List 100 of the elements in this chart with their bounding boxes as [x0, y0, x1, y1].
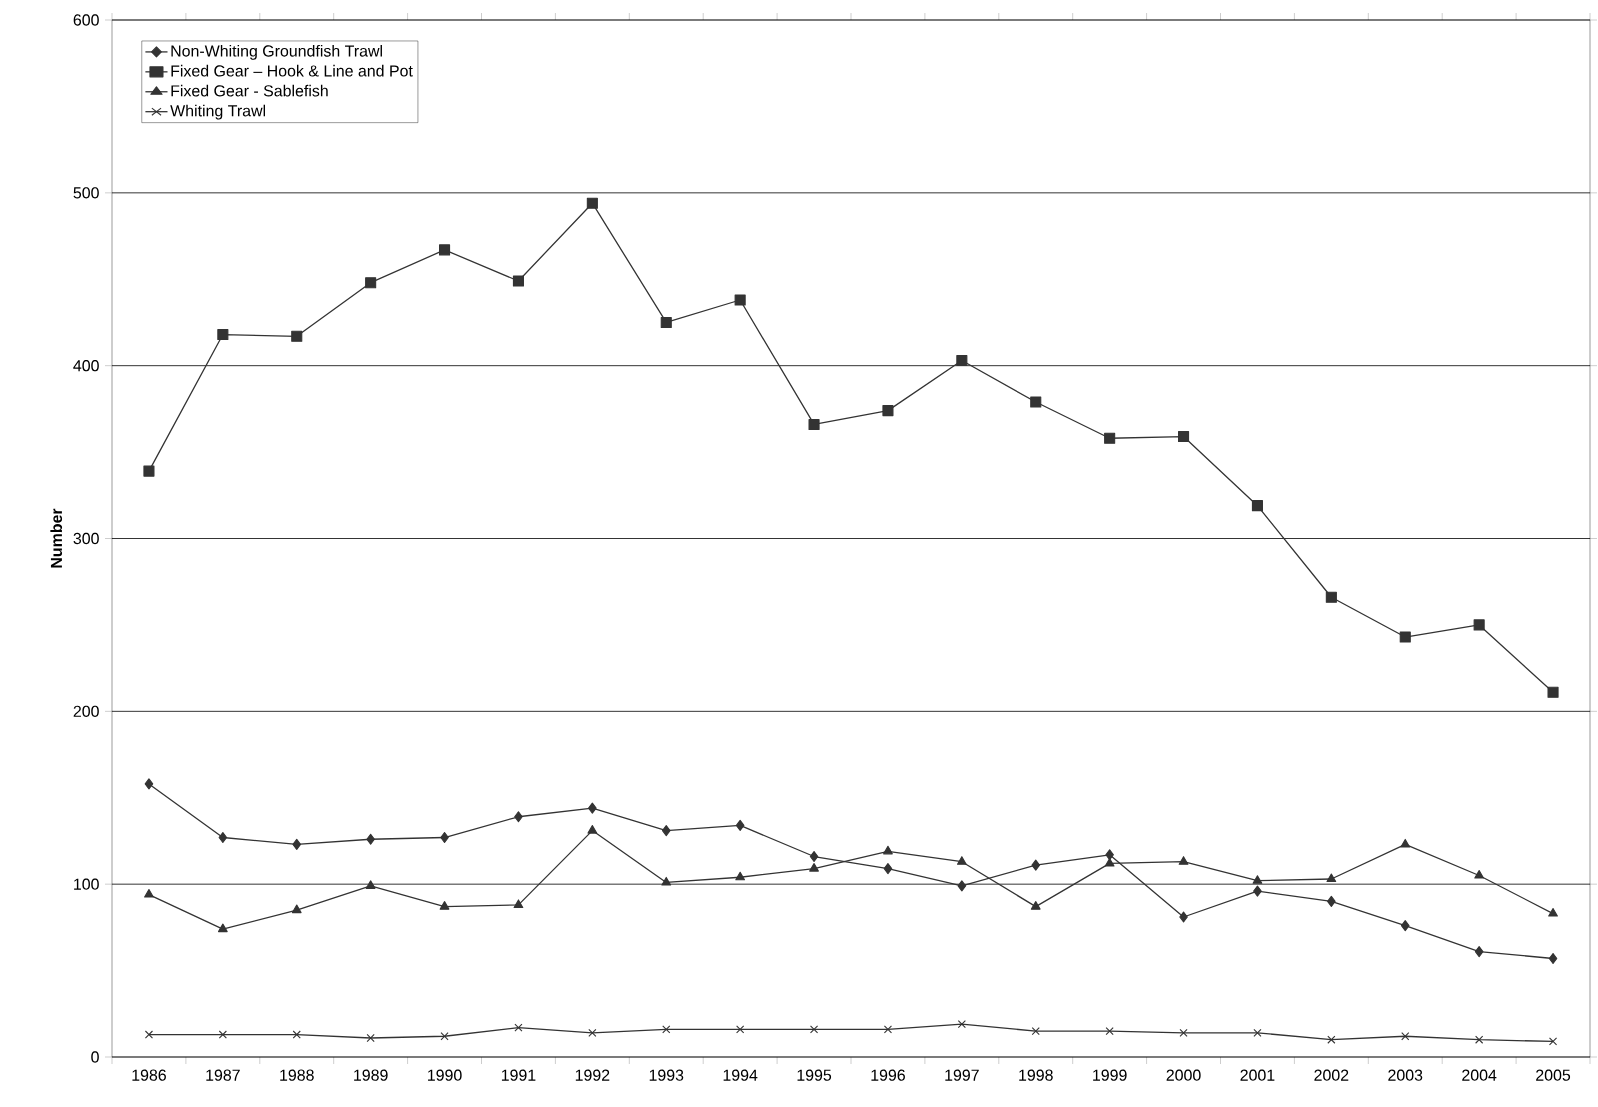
point — [217, 923, 228, 933]
point — [1104, 432, 1116, 444]
point — [1399, 631, 1411, 643]
point — [291, 904, 302, 914]
point — [291, 330, 303, 342]
point — [1105, 849, 1114, 861]
point — [1548, 1037, 1558, 1046]
point — [1327, 1035, 1336, 1044]
point — [365, 277, 377, 289]
y-tick-label: 500 — [73, 187, 99, 199]
point — [217, 329, 229, 341]
point — [366, 833, 375, 845]
point — [1475, 1035, 1484, 1044]
x-tick-label: 1992 — [575, 1069, 610, 1081]
point — [1325, 591, 1337, 603]
point — [882, 405, 894, 417]
point — [1401, 1032, 1410, 1041]
point — [439, 244, 451, 256]
point — [588, 802, 597, 814]
x-tick-label: 1993 — [649, 1069, 684, 1081]
point — [809, 863, 819, 872]
point — [1400, 920, 1410, 932]
y-tick-label: 0 — [91, 1051, 99, 1063]
x-tick-label: 2000 — [1166, 1069, 1201, 1081]
legend-label: Non-Whiting Groundfish Trawl — [171, 44, 382, 60]
legend-label: Whiting Trawl — [170, 104, 266, 120]
x-tick-label: 1991 — [501, 1069, 536, 1081]
point — [514, 1023, 523, 1032]
x-tick-label: 2004 — [1462, 1069, 1497, 1081]
point — [1547, 686, 1559, 698]
y-axis-title: Number — [50, 508, 63, 568]
point — [1253, 1028, 1262, 1037]
point — [440, 1032, 449, 1041]
point — [1030, 901, 1041, 910]
y-tick-label: 600 — [73, 14, 99, 26]
x-tick-label: 1999 — [1093, 1069, 1127, 1081]
point — [143, 465, 155, 477]
y-tick-label: 200 — [73, 705, 99, 717]
x-tick-label: 1989 — [354, 1069, 388, 1081]
point — [365, 880, 376, 889]
x-tick-label: 1988 — [280, 1069, 314, 1081]
point — [1548, 952, 1558, 965]
point — [1031, 859, 1041, 871]
point — [1031, 1026, 1040, 1036]
point — [883, 845, 893, 855]
x-tick-label: 2001 — [1240, 1069, 1275, 1081]
point — [661, 825, 671, 837]
legend-label: Fixed Gear - Sablefish — [171, 84, 328, 97]
point — [808, 418, 820, 430]
y-tick-label: 300 — [73, 532, 99, 545]
point — [1548, 908, 1558, 917]
point — [956, 354, 968, 367]
point — [1252, 875, 1263, 884]
point — [956, 856, 967, 865]
point — [1474, 869, 1485, 879]
point — [1251, 500, 1263, 512]
point — [512, 275, 524, 287]
point — [144, 888, 154, 898]
point — [366, 1033, 375, 1043]
point — [1327, 895, 1336, 907]
point — [513, 899, 524, 908]
point — [735, 819, 745, 831]
point — [736, 1025, 745, 1034]
point — [1178, 856, 1189, 865]
x-tick-label: 2005 — [1536, 1069, 1571, 1081]
point — [514, 811, 523, 823]
point — [144, 778, 154, 790]
x-tick-label: 1997 — [945, 1069, 979, 1081]
point — [218, 831, 228, 844]
x-tick-label: 1986 — [132, 1069, 166, 1081]
point — [957, 880, 967, 892]
x-tick-label: 2003 — [1388, 1069, 1423, 1081]
point — [439, 901, 450, 910]
x-tick-label: 1998 — [1019, 1069, 1053, 1081]
point — [660, 316, 672, 329]
point — [1473, 619, 1485, 631]
point — [587, 825, 598, 834]
x-tick-label: 1994 — [723, 1069, 758, 1081]
point — [661, 876, 672, 886]
point — [1178, 430, 1190, 443]
point — [1253, 885, 1262, 897]
x-tick-label: 1996 — [871, 1069, 905, 1081]
point — [1105, 1026, 1114, 1036]
point — [809, 1025, 819, 1034]
point — [883, 863, 893, 875]
y-tick-label: 400 — [73, 360, 99, 372]
point — [144, 1030, 154, 1039]
point — [586, 197, 598, 209]
point — [1030, 396, 1042, 408]
x-tick-label: 2002 — [1314, 1069, 1349, 1081]
point — [735, 871, 746, 881]
point — [662, 1025, 671, 1034]
point — [218, 1030, 227, 1039]
point — [809, 850, 819, 863]
point — [883, 1025, 893, 1034]
x-tick-label: 1990 — [428, 1069, 462, 1081]
y-tick-label: 100 — [74, 878, 99, 890]
point — [1474, 946, 1484, 958]
x-tick-label: 1987 — [206, 1069, 240, 1081]
point — [1326, 873, 1337, 883]
